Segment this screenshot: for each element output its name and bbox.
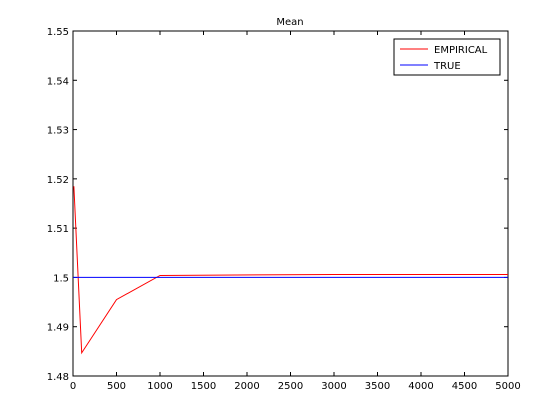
y-tick-label: 1.53 [47, 126, 69, 137]
x-tick-label: 1000 [147, 381, 172, 392]
plot-area [72, 30, 509, 377]
y-tick-label: 1.49 [47, 323, 69, 334]
y-tick-label: 1.51 [47, 224, 69, 235]
x-tick-label: 2500 [278, 381, 303, 392]
x-tick-label: 2000 [234, 381, 259, 392]
y-tick-label: 1.55 [47, 27, 69, 38]
y-tick-label: 1.52 [47, 175, 69, 186]
x-tick-label: 3500 [365, 381, 390, 392]
legend-label-true: TRUE [433, 61, 461, 72]
x-tick-label: 1500 [191, 381, 216, 392]
x-tick-label: 4000 [408, 381, 433, 392]
legend-label-empirical: EMPIRICAL [434, 45, 488, 56]
x-tick-label: 3000 [321, 381, 346, 392]
legend-box [393, 38, 501, 76]
chart-title: Mean [276, 17, 303, 28]
x-tick-label: 500 [107, 381, 126, 392]
x-tick-label: 4500 [452, 381, 477, 392]
y-tick-label: 1.5 [53, 273, 69, 284]
y-tick-label: 1.54 [47, 76, 69, 87]
x-tick-label: 5000 [495, 381, 520, 392]
x-tick-label: 0 [70, 381, 76, 392]
series-line-empirical [73, 186, 508, 355]
y-tick-label: 1.48 [47, 372, 69, 383]
